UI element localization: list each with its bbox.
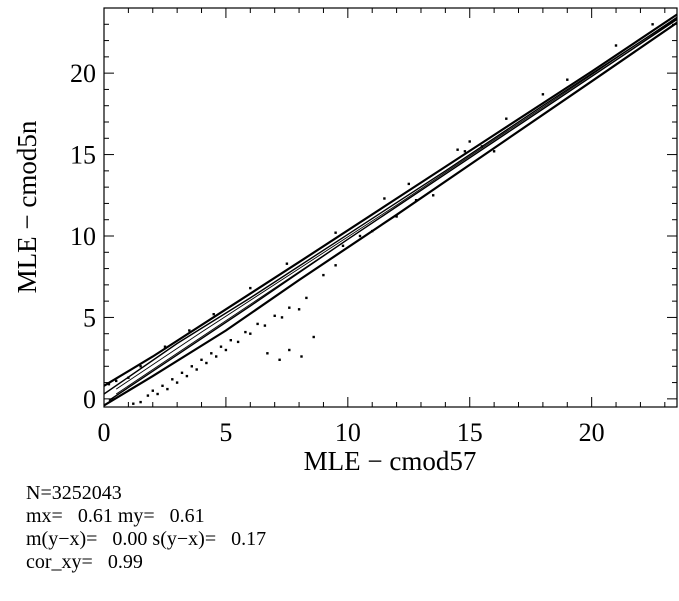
- data-point-54: [383, 197, 386, 200]
- data-point-38: [358, 234, 362, 238]
- x-axis-label: MLE − cmod57: [304, 446, 477, 476]
- data-point-49: [188, 329, 191, 332]
- x-tick-label-4: 20: [579, 418, 605, 447]
- scatter-chart: 0 5 10 15 20 0 5 10 15 20 MLE − cmod57 MLE − cmod…: [12, 7, 678, 476]
- data-point-22: [249, 332, 252, 335]
- data-point-3: [151, 389, 154, 392]
- x-tick-label-3: 15: [457, 418, 483, 447]
- y-tick-label-4: 20: [70, 59, 96, 88]
- data-point-14: [205, 361, 208, 365]
- data-point-13: [200, 358, 203, 361]
- data-point-59: [541, 93, 545, 96]
- contour-line-5: [115, 18, 678, 395]
- contour-line-0: [103, 13, 678, 387]
- data-point-52: [285, 262, 289, 265]
- data-point-47: [139, 365, 142, 368]
- data-point-50: [212, 313, 215, 316]
- data-point-55: [407, 182, 410, 186]
- stat-difference: m(y−x)= 0.00 s(y−x)= 0.17: [26, 528, 267, 550]
- data-point-34: [266, 352, 269, 355]
- data-point-45: [492, 150, 496, 153]
- stat-count: N=3252043: [26, 482, 122, 504]
- data-point-30: [312, 335, 315, 339]
- data-point-21: [244, 330, 247, 334]
- y-tick-label-1: 5: [83, 303, 96, 332]
- data-point-39: [371, 229, 374, 233]
- data-point-29: [305, 296, 308, 300]
- statistics-panel: N=3252043 mx= 0.61 my= 0.61 m(y−x)= 0.00…: [26, 482, 266, 574]
- y-tick-label-0: 0: [83, 385, 96, 414]
- data-point-46: [127, 376, 130, 379]
- data-point-42: [432, 194, 435, 197]
- data-point-7: [171, 378, 174, 381]
- data-point-48: [163, 345, 167, 348]
- data-point-2: [146, 394, 150, 397]
- data-point-28: [297, 308, 301, 311]
- data-point-62: [651, 23, 654, 26]
- data-point-0: [132, 402, 135, 405]
- data-point-31: [300, 355, 303, 358]
- data-point-56: [456, 148, 459, 151]
- y-tick-label-3: 15: [70, 141, 96, 170]
- data-point-60: [566, 78, 569, 81]
- x-tick-label-0: 0: [98, 418, 111, 447]
- data-point-32: [288, 348, 291, 352]
- data-point-10: [185, 374, 189, 378]
- data-point-20: [236, 340, 240, 344]
- x-tick-label-2: 10: [335, 418, 361, 447]
- data-point-57: [468, 140, 471, 143]
- contour-line-4: [115, 16, 678, 390]
- data-point-51: [249, 286, 252, 290]
- data-point-16: [215, 355, 218, 358]
- data-point-53: [334, 231, 337, 234]
- y-axis-label: MLE − cmod5n: [12, 120, 42, 293]
- data-point-44: [480, 145, 484, 148]
- x-tick-label-1: 5: [219, 418, 232, 447]
- data-point-41: [414, 199, 418, 202]
- data-point-24: [263, 324, 267, 327]
- data-point-9: [180, 371, 184, 374]
- outlier-points: [107, 23, 654, 405]
- data-point-19: [229, 339, 232, 342]
- data-point-40: [395, 215, 398, 218]
- contour-line-2: [103, 17, 678, 395]
- data-point-33: [278, 358, 281, 361]
- data-point-61: [614, 44, 618, 47]
- axis-ticks: 0 5 10 15 20 0 5 10 15 20: [70, 8, 677, 447]
- data-point-1: [139, 400, 142, 404]
- data-point-12: [195, 368, 198, 371]
- data-point-25: [273, 314, 276, 317]
- data-point-4: [156, 392, 159, 396]
- stat-correlation: cor_xy= 0.99: [26, 551, 143, 573]
- data-point-64: [115, 379, 118, 383]
- data-point-23: [256, 322, 259, 326]
- data-point-58: [505, 117, 508, 120]
- data-point-43: [463, 150, 467, 153]
- contour-lines: [103, 13, 678, 407]
- data-point-6: [166, 387, 169, 391]
- data-point-8: [175, 381, 179, 384]
- stat-means: mx= 0.61 my= 0.61: [26, 505, 205, 527]
- data-point-5: [161, 384, 164, 387]
- contour-line-1: [103, 21, 678, 407]
- data-point-18: [224, 348, 228, 352]
- data-point-27: [288, 306, 291, 309]
- data-point-35: [322, 273, 325, 277]
- data-point-11: [190, 365, 193, 368]
- data-point-36: [334, 264, 337, 267]
- data-point-17: [219, 345, 223, 348]
- data-point-63: [107, 383, 111, 386]
- y-tick-label-2: 10: [70, 222, 96, 251]
- plot-frame: [103, 7, 678, 408]
- data-point-37: [341, 244, 345, 247]
- data-point-15: [210, 352, 213, 355]
- data-point-26: [280, 316, 284, 319]
